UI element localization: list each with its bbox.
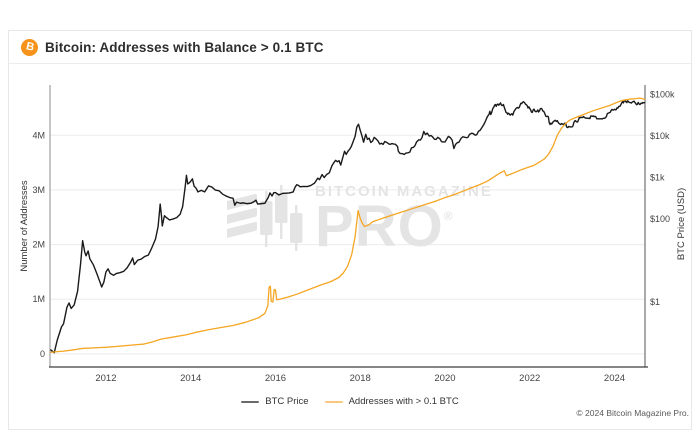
legend-swatch	[324, 400, 343, 403]
legend-item-addresses[interactable]: Addresses with > 0.1 BTC	[324, 396, 459, 407]
copyright-text: © 2024 Bitcoin Magazine Pro.	[576, 408, 689, 418]
legend-label: BTC Price	[265, 396, 309, 407]
page-title: Bitcoin: Addresses with Balance > 0.1 BT…	[45, 39, 324, 55]
chart-card: B Bitcoin: Addresses with Balance > 0.1 …	[8, 30, 692, 430]
legend-swatch	[241, 400, 260, 403]
chart-legend: BTC Price Addresses with > 0.1 BTC	[0, 396, 700, 407]
legend-item-btc-price[interactable]: BTC Price	[241, 396, 309, 407]
bitcoin-icon: B	[21, 38, 38, 56]
legend-label: Addresses with > 0.1 BTC	[348, 396, 459, 407]
chart-card-header: B Bitcoin: Addresses with Balance > 0.1 …	[9, 31, 691, 64]
